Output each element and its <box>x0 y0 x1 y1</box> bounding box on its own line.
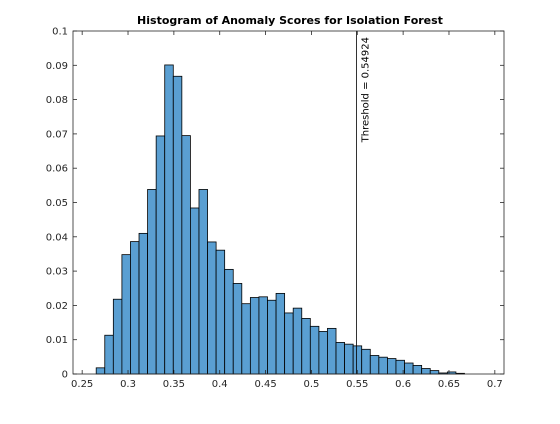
y-tick-label: 0.06 <box>46 164 68 175</box>
x-tick-label: 0.45 <box>254 379 276 390</box>
y-tick-label: 0.04 <box>46 232 68 243</box>
histogram-bar <box>344 343 354 375</box>
threshold-label: Threshold = 0.54924 <box>361 37 372 143</box>
histogram-bar <box>181 135 191 375</box>
histogram-bar <box>429 370 440 375</box>
x-tick-label: 0.4 <box>212 379 228 390</box>
y-tick-label: 0.01 <box>46 335 68 346</box>
histogram-bar <box>190 207 200 375</box>
histogram-bar <box>309 325 320 375</box>
histogram-bar <box>95 367 106 375</box>
histogram-bar <box>404 362 414 375</box>
histogram-bar <box>352 345 363 375</box>
histogram-bar <box>155 135 166 375</box>
histogram-bar <box>369 355 380 375</box>
y-tick-label: 0.02 <box>46 301 68 312</box>
x-tick-label: 0.25 <box>71 379 93 390</box>
chart-title: Histogram of Anomaly Scores for Isolatio… <box>137 14 443 27</box>
histogram-bar <box>121 254 131 375</box>
histogram-bar <box>258 296 268 375</box>
histogram-bar <box>112 298 123 375</box>
histogram-bar <box>232 283 243 375</box>
x-tick-label: 0.7 <box>487 379 503 390</box>
histogram-bar <box>198 189 208 375</box>
histogram-bar <box>224 268 234 375</box>
x-tick-label: 0.3 <box>120 379 136 390</box>
histogram-bar <box>215 249 226 375</box>
y-tick-label: 0 <box>62 370 68 381</box>
histogram-bar <box>104 334 114 375</box>
histogram-bar <box>318 331 328 375</box>
histogram-bar <box>267 299 277 375</box>
histogram-bar <box>301 318 311 375</box>
histogram-bar <box>327 327 337 375</box>
histogram-bar <box>275 292 286 375</box>
histogram-bar <box>361 348 371 375</box>
histogram-bar <box>130 241 140 375</box>
x-tick-label: 0.6 <box>395 379 411 390</box>
threshold-layer: Threshold = 0.54924 <box>356 31 372 374</box>
histogram-bar <box>421 368 431 375</box>
histogram-bar <box>147 189 157 375</box>
x-tick-label: 0.65 <box>438 379 460 390</box>
x-tick-label: 0.5 <box>303 379 319 390</box>
histogram-bar <box>335 342 345 375</box>
y-tick-label: 0.1 <box>52 27 68 38</box>
axes-layer: 0.25 0.3 0.35 0.4 0.45 0.5 0.55 0.6 0.65 0.7 0 0.01… <box>46 27 505 390</box>
y-tick-label: 0.09 <box>46 61 68 72</box>
y-tick-label: 0.08 <box>46 95 68 106</box>
y-tick-label: 0.07 <box>46 129 68 140</box>
y-tick-label: 0.03 <box>46 267 68 278</box>
histogram-bar <box>387 358 397 375</box>
histogram-bar <box>249 297 260 375</box>
histogram-bar <box>207 241 217 375</box>
y-tick-label: 0.05 <box>46 198 68 209</box>
histogram-bar <box>164 64 174 375</box>
histogram-bar <box>172 75 183 375</box>
x-tick-label: 0.55 <box>346 379 368 390</box>
histogram-bar <box>292 307 303 375</box>
histogram-bar <box>241 303 251 375</box>
histogram-bar <box>378 356 388 375</box>
histogram-bar <box>412 365 423 375</box>
x-tick-label: 0.35 <box>163 379 185 390</box>
histogram-bar <box>284 312 294 375</box>
histogram-bar <box>138 232 148 375</box>
